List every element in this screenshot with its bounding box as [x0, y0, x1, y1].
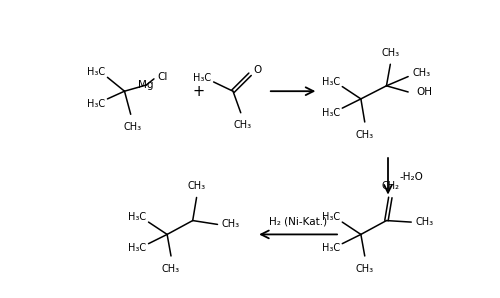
Text: H₂ (Ni-Kat.): H₂ (Ni-Kat.) — [269, 217, 327, 227]
Text: CH₃: CH₃ — [162, 264, 180, 274]
Text: CH₃: CH₃ — [222, 219, 240, 229]
Text: CH₂: CH₂ — [382, 181, 400, 190]
Text: H₃C: H₃C — [322, 243, 340, 253]
Text: H₃C: H₃C — [128, 212, 146, 223]
Text: Mg: Mg — [138, 80, 154, 90]
Text: O: O — [253, 65, 262, 75]
Text: CH₃: CH₃ — [415, 217, 433, 227]
Text: +: + — [192, 84, 204, 99]
Text: H₃C: H₃C — [322, 108, 340, 118]
Text: H₃C: H₃C — [322, 77, 340, 87]
Text: CH₃: CH₃ — [412, 68, 430, 78]
Text: CH₃: CH₃ — [123, 122, 142, 132]
Text: CH₃: CH₃ — [356, 264, 374, 274]
Text: H₃C: H₃C — [87, 67, 105, 77]
Text: CH₃: CH₃ — [188, 181, 206, 190]
Text: H₃C: H₃C — [87, 99, 105, 108]
Text: -H₂O: -H₂O — [400, 172, 423, 182]
Text: CH₃: CH₃ — [356, 130, 374, 140]
Text: OH: OH — [416, 87, 432, 97]
Text: H₃C: H₃C — [322, 212, 340, 223]
Text: CH₃: CH₃ — [382, 48, 400, 58]
Text: H₃C: H₃C — [128, 243, 146, 253]
Text: H₃C: H₃C — [193, 73, 212, 83]
Text: Cl: Cl — [157, 72, 168, 82]
Text: CH₃: CH₃ — [233, 120, 252, 130]
